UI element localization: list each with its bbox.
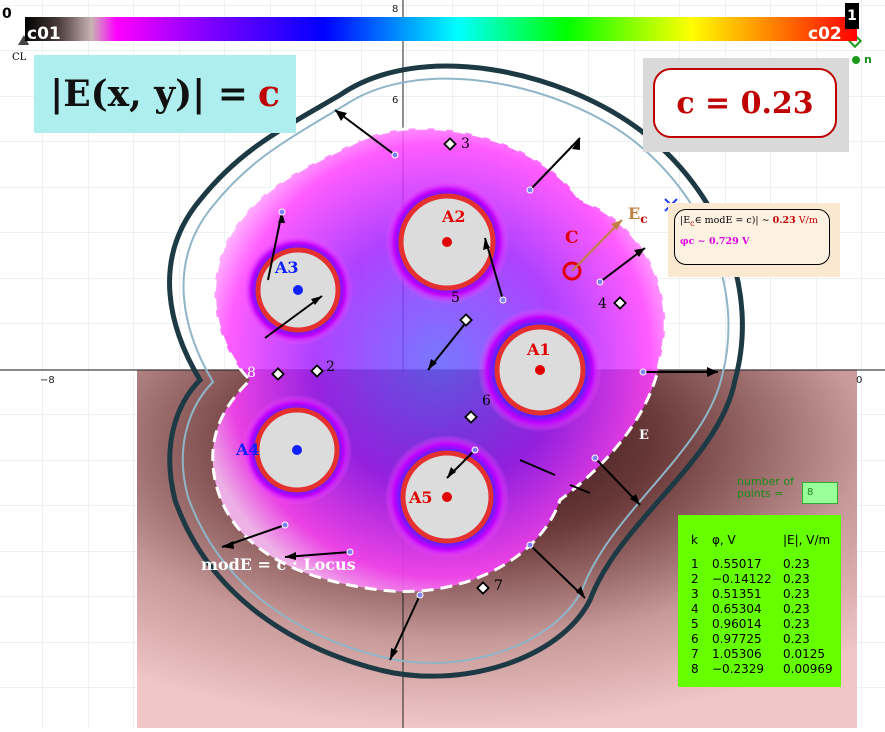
probe-point-c (562, 261, 582, 281)
charge-center-a1 (535, 365, 545, 375)
y-tick-8: 8 (392, 4, 399, 15)
table-row: 3 0.51351 0.23 (691, 587, 810, 601)
colorbar[interactable] (25, 17, 857, 41)
table-row: 7 1.05306 0.0125 (691, 647, 825, 661)
locus-dots (278, 151, 647, 599)
point-marker-7 (476, 581, 490, 595)
n-label: n (864, 53, 872, 66)
title-formula-rhs: c (257, 73, 280, 115)
arrowhead (447, 467, 456, 478)
table-row: 6 0.97725 0.23 (691, 632, 810, 646)
point-label-8: 8 (247, 365, 256, 381)
field-arrow (334, 109, 396, 156)
colorbar-left-label: c01 (27, 24, 61, 44)
field-arrow (529, 544, 586, 599)
table-row: 8 −0.2329 0.00969 (691, 662, 833, 676)
arrowhead (335, 110, 347, 121)
charge-label-a2: A2 (442, 207, 466, 226)
field-arrow (267, 211, 283, 281)
arrowhead (311, 296, 322, 305)
locus-label: modE = c : Locus (201, 555, 356, 574)
arrowhead (630, 494, 640, 505)
ec-arrowhead (611, 220, 622, 230)
n-dot (852, 56, 860, 64)
ec-info-panel: |Ec∈ modE = c)| ∼ 0.23 V/m φc ∼ 0.729 V (668, 203, 840, 277)
point-label-7: 7 (494, 578, 503, 594)
field-arrow (529, 137, 581, 191)
table-row: 1 0.55017 0.23 (691, 557, 810, 571)
charge-center-a4 (292, 445, 302, 455)
ec-vector-label: Ec (628, 204, 648, 227)
probe-label-c: C (565, 228, 579, 248)
point-label-6: 6 (482, 393, 491, 409)
arrowhead (576, 586, 585, 598)
arrowhead (634, 248, 645, 257)
y-tick-6: 6 (392, 95, 399, 106)
field-arrow (519, 459, 556, 476)
charge-center-a2 (442, 237, 452, 247)
table-row: 2 −0.14122 0.23 (691, 572, 810, 586)
inner-contour (181, 77, 730, 664)
charge-label-a3: A3 (275, 258, 299, 277)
arrowhead (707, 367, 718, 377)
arrowhead (390, 648, 398, 660)
point-label-2: 2 (326, 359, 335, 375)
locus-dashed-curve (211, 126, 667, 593)
cl-label: CL (12, 52, 27, 63)
point-label-5: 5 (451, 290, 460, 306)
table-row: 5 0.96014 0.23 (691, 617, 810, 631)
e-vector-label: E (639, 428, 649, 443)
arrowheads (222, 110, 718, 660)
arrowhead (285, 552, 296, 560)
arrowhead (428, 359, 437, 370)
charge-label-a1: A1 (527, 340, 551, 359)
point-marker-3 (443, 137, 457, 151)
point-marker-8 (271, 367, 285, 381)
results-table: k φ, V |E|, V/m 1 0.55017 0.23 2 −0.14122 0.… (678, 515, 841, 687)
table-header-e: |E|, V/m (783, 533, 831, 547)
charge-label-a5: A5 (409, 488, 433, 507)
charge-center-a5 (442, 492, 452, 502)
point-marker-5 (459, 313, 473, 327)
point-markers (271, 137, 627, 595)
point-label-3: 3 (461, 136, 470, 152)
arrowhead (572, 138, 580, 150)
charge-label-a4: A4 (236, 440, 260, 459)
colorbar-corner-right[interactable]: 1 (845, 3, 859, 29)
title-formula-lhs: |E(x, y)| = (50, 73, 248, 115)
arrowhead (278, 212, 285, 223)
title-formula: |E(x, y)| = c (34, 55, 296, 133)
arrowhead (222, 541, 234, 549)
table-header: k φ, V |E|, V/m (678, 525, 841, 555)
table-header-phi: φ, V (712, 533, 736, 547)
point-marker-6 (464, 410, 478, 424)
field-arrow (569, 484, 591, 494)
point-marker-2 (310, 364, 324, 378)
colorbar-corner-left: 0 (2, 6, 12, 22)
c-value-display: c = 0.23 (653, 68, 837, 138)
x-tick-0: 0 (856, 375, 863, 386)
cl-triangle (18, 35, 29, 45)
field-arrow (264, 295, 323, 339)
table-row: 4 0.65304 0.23 (691, 602, 810, 616)
point-marker-4 (613, 296, 627, 310)
n-points-input[interactable]: 8 (802, 482, 838, 504)
field-arrow (389, 594, 421, 661)
point-label-4: 4 (598, 296, 607, 312)
ec-vector (571, 219, 623, 272)
ec-info-line2: φc ∼ 0.729 V (680, 235, 750, 247)
colorbar-right-label: c02 (808, 24, 842, 44)
table-header-k: k (691, 533, 698, 547)
outer-contour (167, 63, 745, 679)
x-tick-neg8: −8 (40, 375, 55, 386)
c-value-panel: c = 0.23 (643, 58, 849, 152)
n-points-label: number of points = (737, 475, 795, 500)
arrowhead (483, 238, 490, 250)
ec-info-line1: |Ec∈ modE = c)| ∼ 0.23 V/m (680, 215, 818, 228)
charge-center-a3 (293, 285, 303, 295)
